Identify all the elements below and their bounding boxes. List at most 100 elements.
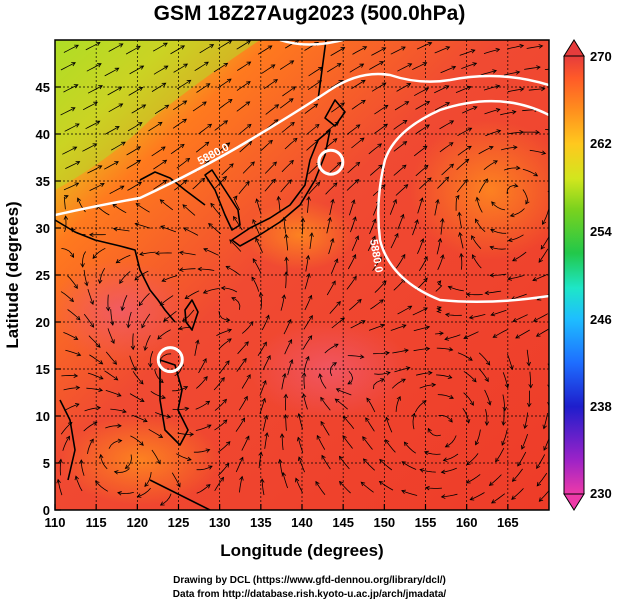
streamline-arrow xyxy=(532,277,538,282)
streamline-arrow xyxy=(246,61,252,66)
streamline-arrow xyxy=(495,108,501,113)
streamline xyxy=(524,66,541,70)
streamline-arrow xyxy=(419,197,424,203)
streamline xyxy=(526,349,530,366)
streamline-arrow xyxy=(73,284,78,290)
streamline-arrow xyxy=(117,86,123,91)
streamline-arrow xyxy=(98,453,104,459)
streamline xyxy=(302,335,313,350)
streamline-arrow xyxy=(563,46,567,50)
streamline xyxy=(439,120,454,130)
streamline-arrow xyxy=(114,126,120,131)
streamline-arrow xyxy=(262,341,267,347)
streamline xyxy=(502,394,506,411)
streamline-arrow xyxy=(501,441,506,446)
colorbar-label-270: 270 xyxy=(590,49,612,64)
streamline xyxy=(393,278,406,291)
streamline-arrow xyxy=(362,46,368,51)
streamline xyxy=(194,340,199,356)
streamline-arrow xyxy=(521,444,526,450)
streamline xyxy=(369,164,383,176)
streamline-arrow xyxy=(92,421,98,426)
streamline-arrow xyxy=(320,396,325,402)
streamline xyxy=(62,146,77,155)
streamline-arrow xyxy=(159,199,165,204)
streamline-arrow xyxy=(118,43,124,48)
streamline-arrow xyxy=(160,225,165,230)
streamline xyxy=(528,390,530,407)
streamline-arrow xyxy=(98,375,104,380)
streamline-arrow xyxy=(385,350,390,356)
streamline-arrow xyxy=(527,402,532,408)
streamline-arrow xyxy=(239,456,244,462)
contour-east xyxy=(377,99,549,304)
streamline xyxy=(104,161,119,170)
streamline-arrow xyxy=(333,343,339,348)
streamline-arrow xyxy=(80,263,85,268)
streamline xyxy=(462,407,470,423)
streamline xyxy=(128,87,143,96)
streamline xyxy=(138,293,150,306)
streamline xyxy=(463,392,474,406)
streamline xyxy=(328,238,334,255)
streamline-arrow xyxy=(512,317,518,322)
streamline xyxy=(193,449,210,453)
streamline xyxy=(466,293,483,296)
streamline-arrow xyxy=(385,439,390,444)
streamline-arrow xyxy=(459,252,464,258)
streamline xyxy=(256,198,262,215)
streamline xyxy=(404,441,417,454)
streamline-arrow xyxy=(538,44,544,49)
streamline-arrow xyxy=(394,232,399,238)
streamline xyxy=(144,472,152,487)
streamline-arrow xyxy=(233,215,238,221)
streamline-arrow xyxy=(407,63,413,68)
streamline-arrow xyxy=(290,121,295,127)
streamline xyxy=(218,99,233,110)
streamline xyxy=(320,397,331,411)
streamline xyxy=(331,317,345,329)
streamline xyxy=(329,301,341,314)
streamline xyxy=(141,313,151,328)
streamline-arrow xyxy=(283,413,288,419)
streamline xyxy=(319,373,327,389)
streamline-arrow xyxy=(401,46,406,51)
streamline xyxy=(395,184,408,196)
streamline xyxy=(412,413,415,430)
x-tick-label: 155 xyxy=(415,515,437,530)
streamline-arrow xyxy=(289,359,294,364)
streamline-arrow xyxy=(246,374,251,379)
streamline xyxy=(110,408,127,413)
streamline-arrow xyxy=(515,70,521,75)
streamline xyxy=(160,199,174,211)
streamline-arrow xyxy=(207,123,213,129)
streamline xyxy=(67,275,78,289)
streamline xyxy=(283,319,292,335)
streamline-arrow xyxy=(118,103,124,108)
streamline-arrow xyxy=(401,378,406,383)
streamline xyxy=(60,291,74,302)
streamline xyxy=(521,433,528,450)
streamline xyxy=(217,78,232,89)
streamline xyxy=(184,290,200,299)
streamline xyxy=(126,146,141,156)
streamline xyxy=(85,120,100,130)
korea-coast xyxy=(204,169,241,231)
streamline xyxy=(414,400,427,413)
streamline xyxy=(362,436,373,450)
streamline-arrow xyxy=(126,323,131,329)
streamline xyxy=(551,47,567,49)
streamline xyxy=(438,414,453,423)
streamline-arrow xyxy=(334,258,339,264)
streamline xyxy=(440,66,456,74)
streamline-arrow xyxy=(519,130,524,135)
streamline xyxy=(132,371,144,385)
x-tick-label: 140 xyxy=(291,515,313,530)
y-tick-label: 25 xyxy=(36,268,50,283)
streamline-arrow xyxy=(166,414,172,419)
streamline xyxy=(347,162,360,174)
streamline xyxy=(529,371,532,388)
streamline-arrow xyxy=(73,373,79,378)
streamline xyxy=(135,223,151,229)
streamline xyxy=(503,71,520,76)
